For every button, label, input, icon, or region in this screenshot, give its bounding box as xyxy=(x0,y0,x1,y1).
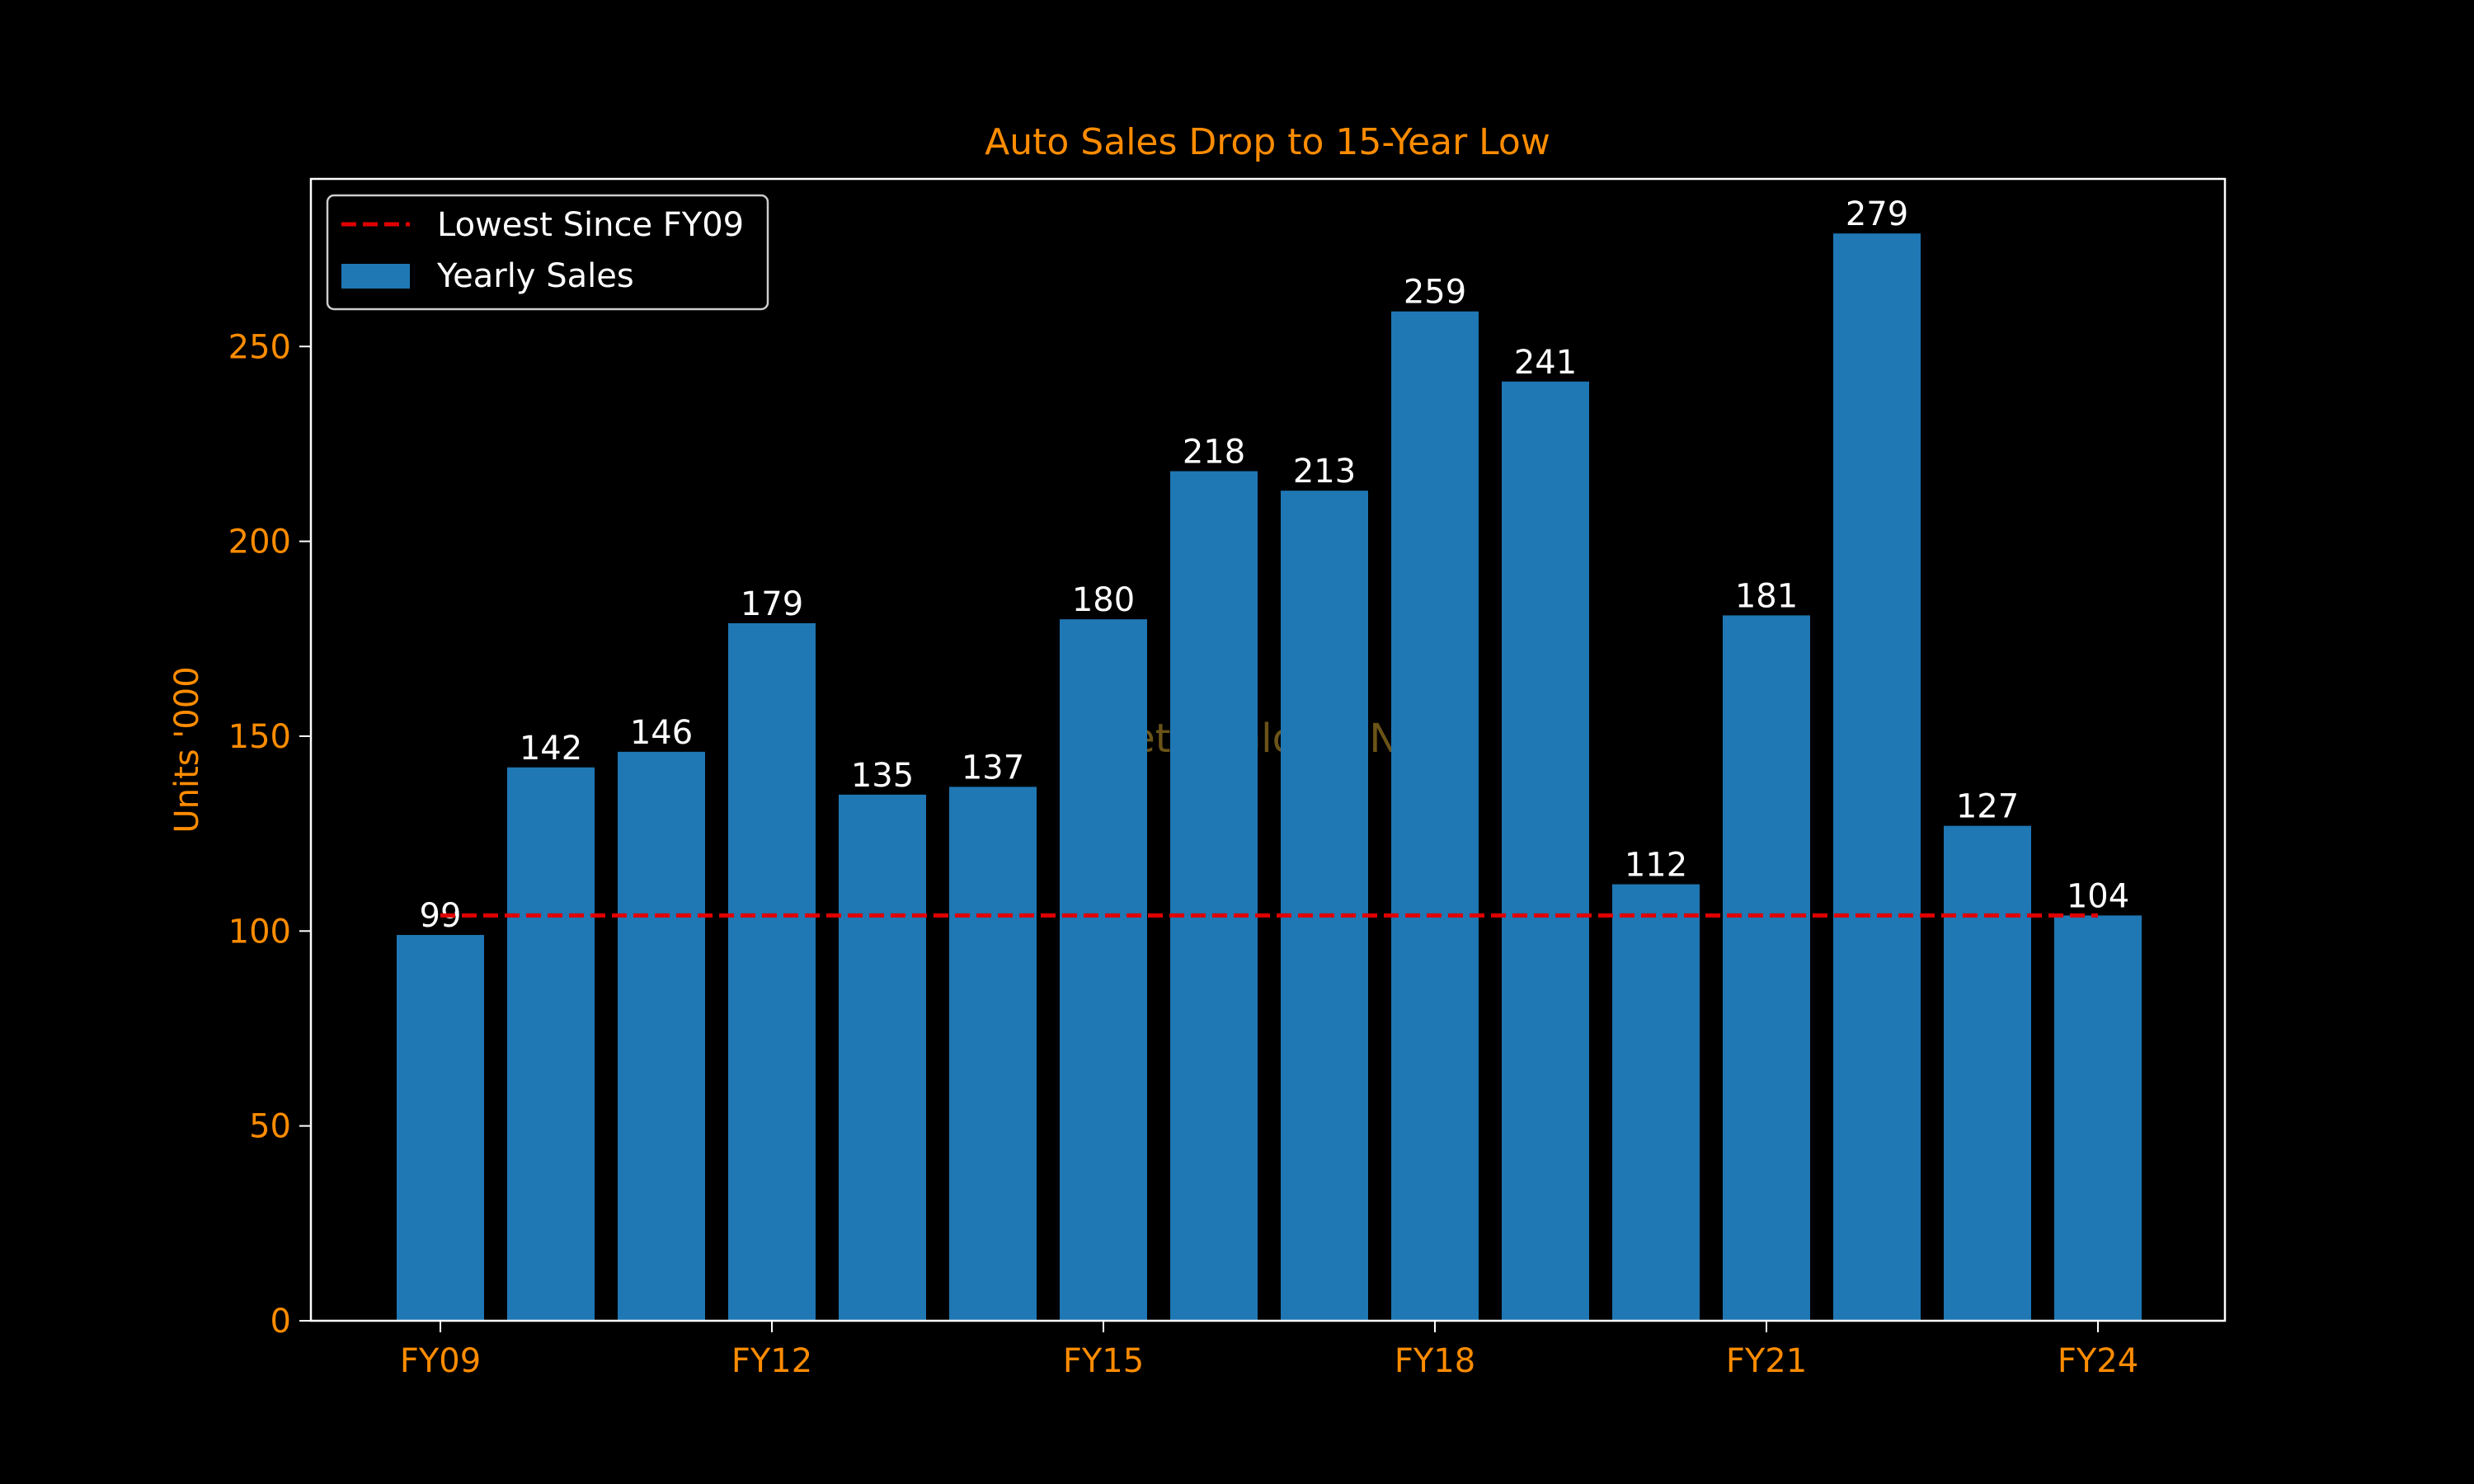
bar-fy15 xyxy=(1060,619,1147,1321)
bar-value-label-fy20: 112 xyxy=(1625,847,1687,885)
bar-fy13 xyxy=(839,794,926,1321)
bar-fy19 xyxy=(1502,381,1589,1322)
bar-value-label-fy10: 142 xyxy=(520,730,582,768)
bar-fy10 xyxy=(507,767,595,1321)
bar-fy22 xyxy=(1833,233,1921,1321)
legend-label-reference-line: Lowest Since FY09 xyxy=(437,206,744,244)
y-tick-label: 0 xyxy=(270,1303,291,1341)
bar-fy14 xyxy=(949,787,1037,1321)
x-tick-label: FY21 xyxy=(1726,1342,1807,1380)
x-tick-label: FY24 xyxy=(2058,1342,2138,1380)
bar-value-label-fy21: 181 xyxy=(1735,577,1798,615)
legend: Lowest Since FY09 Yearly Sales xyxy=(326,194,769,311)
bar-value-label-fy22: 279 xyxy=(1846,195,1908,233)
plot-frame xyxy=(309,177,2227,1322)
bar-fy11 xyxy=(618,751,705,1321)
bar-fy23 xyxy=(1944,825,2031,1321)
legend-label-yearly-sales: Yearly Sales xyxy=(436,257,634,295)
bar-value-label-fy15: 180 xyxy=(1072,581,1135,619)
bar-fy16 xyxy=(1170,471,1258,1321)
bar-fy09 xyxy=(397,935,484,1321)
bar-fy20 xyxy=(1612,884,1700,1321)
x-axis: FY09 FY12 FY15 FY18 FY21 FY24 xyxy=(400,1321,2138,1380)
y-tick-label: 200 xyxy=(228,524,291,561)
bar-value-label-fy18: 259 xyxy=(1404,274,1466,312)
bar-fy21 xyxy=(1723,615,1810,1321)
y-tick-label: 100 xyxy=(228,913,291,951)
bars-group xyxy=(397,233,2142,1322)
bar-value-label-fy19: 241 xyxy=(1514,344,1577,382)
bar-value-label-fy17: 213 xyxy=(1293,453,1356,491)
bar-value-label-fy11: 146 xyxy=(630,714,693,752)
bar-value-label-fy23: 127 xyxy=(1956,788,2019,826)
bar-fy17 xyxy=(1281,491,1368,1321)
x-tick-label: FY15 xyxy=(1063,1342,1144,1380)
x-tick-label: FY12 xyxy=(731,1342,812,1380)
y-axis: 0 50 100 150 200 250 xyxy=(228,328,311,1341)
legend-swatch-yearly-sales xyxy=(341,264,410,289)
y-tick-label: 150 xyxy=(228,718,291,756)
y-axis-label: Units '000 xyxy=(168,666,206,833)
chart-title: Auto Sales Drop to 15-Year Low xyxy=(985,121,1550,163)
bar-value-label-fy14: 137 xyxy=(962,749,1024,787)
y-tick-label: 50 xyxy=(249,1108,291,1146)
bar-fy24 xyxy=(2054,915,2142,1321)
y-tick-label: 250 xyxy=(228,328,291,366)
bar-value-label-fy16: 218 xyxy=(1183,434,1245,472)
x-tick-label: FY18 xyxy=(1395,1342,1475,1380)
bar-fy18 xyxy=(1391,311,1479,1321)
legend-box xyxy=(326,194,769,311)
bar-fy12 xyxy=(728,622,816,1321)
bar-value-label-fy12: 179 xyxy=(741,585,803,623)
bar-value-label-fy13: 135 xyxy=(851,757,914,795)
bar-value-label-fy24: 104 xyxy=(2067,877,2129,915)
x-tick-label: FY09 xyxy=(400,1342,481,1380)
